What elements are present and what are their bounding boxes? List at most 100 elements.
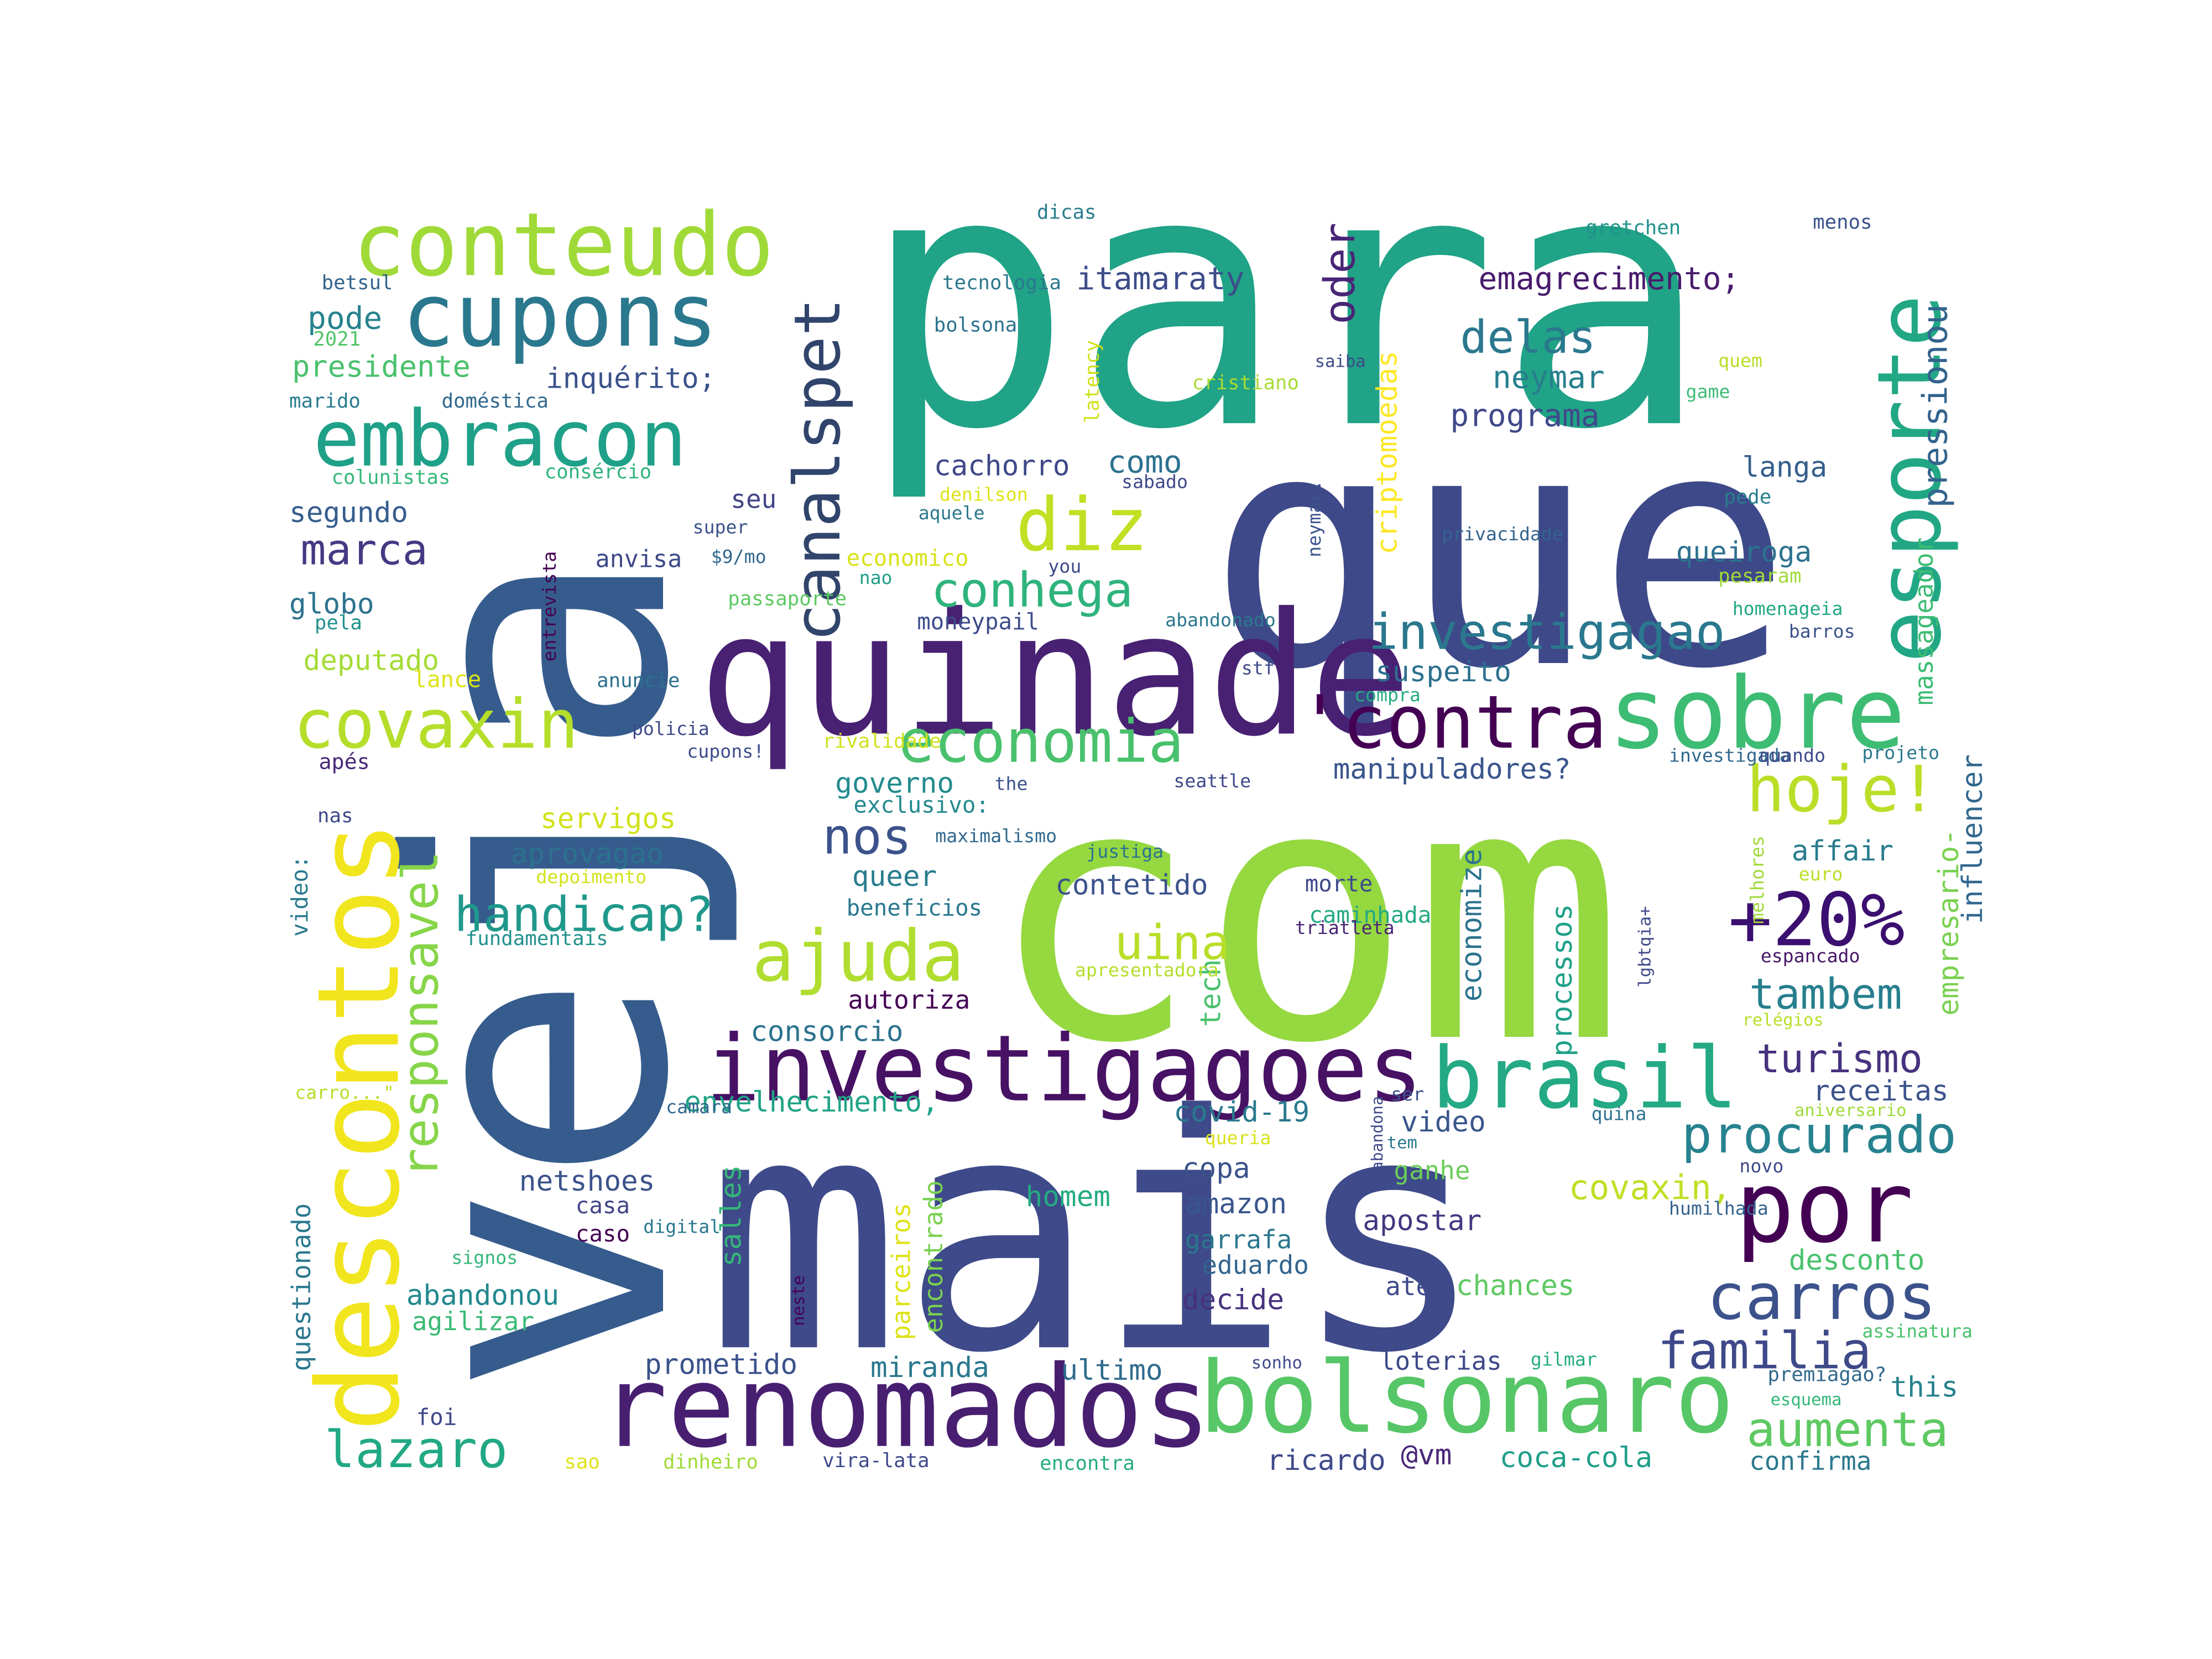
cloud-word: marido — [289, 390, 361, 413]
cloud-word: servigos — [540, 802, 676, 835]
cloud-word: processos — [1546, 904, 1579, 1056]
cloud-word: procurado — [1682, 1105, 1957, 1165]
cloud-word: responsavel — [392, 851, 450, 1178]
cloud-word: melhores — [1746, 836, 1768, 924]
cloud-word: covid-19 — [1173, 1096, 1310, 1129]
cloud-word: veja — [336, 547, 747, 1397]
cloud-word: compra — [1354, 684, 1421, 706]
cloud-word: relégios — [1743, 1011, 1824, 1030]
cloud-word: miranda — [870, 1352, 989, 1384]
cloud-word: handicap? — [454, 888, 714, 943]
cloud-word: vira-lata — [822, 1449, 929, 1472]
cloud-word: cupons — [402, 265, 718, 367]
cloud-word: homenageia — [1733, 598, 1843, 619]
cloud-word: queria — [1205, 1127, 1271, 1149]
cloud-word: $9/mo — [711, 546, 766, 567]
cloud-word: this — [1890, 1371, 1958, 1404]
cloud-word: ricardo — [1267, 1444, 1386, 1477]
cloud-word: quinade — [698, 577, 1412, 774]
cloud-word: entrevista — [539, 551, 560, 662]
cloud-word: familia — [1657, 1322, 1871, 1381]
cloud-word: depoimento — [536, 866, 646, 888]
cloud-word: loterias — [1380, 1346, 1502, 1376]
cloud-word: segundo — [289, 497, 408, 529]
cloud-word: turismo — [1756, 1036, 1923, 1082]
cloud-word: consércio — [545, 461, 651, 483]
cloud-word: tambem — [1749, 970, 1902, 1019]
cloud-word: suspeito — [1375, 656, 1511, 688]
cloud-word: lazaro — [325, 1420, 508, 1479]
cloud-word: covaxin, — [1569, 1168, 1732, 1207]
cloud-word: consorcio — [750, 1016, 903, 1048]
cloud-word: encontrado — [919, 1180, 948, 1333]
cloud-word: sonho — [1251, 1354, 1302, 1373]
cloud-word: gilmar — [1531, 1348, 1597, 1370]
cloud-word: diz — [1016, 483, 1149, 568]
cloud-word: dinheiro — [663, 1451, 758, 1474]
cloud-word: que — [1206, 362, 1792, 740]
cloud-word: moneypail — [917, 608, 1039, 635]
cloud-word: desconto — [1789, 1244, 1925, 1277]
cloud-word: carro..." — [295, 1082, 394, 1103]
cloud-word: esporte — [1859, 294, 1961, 663]
cloud-word: doméstica — [442, 390, 549, 413]
cloud-word: encontra — [1040, 1452, 1135, 1475]
cloud-word: apostar — [1363, 1205, 1481, 1238]
cloud-word: esquema — [1771, 1390, 1842, 1410]
cloud-word: para — [860, 96, 1710, 507]
cloud-word: aumenta — [1746, 1402, 1948, 1458]
cloud-word: video: — [286, 855, 313, 937]
cloud-word: camara — [666, 1096, 732, 1118]
cloud-word: questionado — [286, 1203, 316, 1371]
cloud-word: ser — [1391, 1083, 1424, 1105]
cloud-word: tech — [1195, 959, 1228, 1027]
cloud-word: apresentadora — [1075, 959, 1219, 980]
cloud-word: pesaram — [1718, 565, 1801, 588]
cloud-word: copa — [1182, 1152, 1250, 1185]
cloud-word: tem — [1387, 1134, 1417, 1153]
cloud-word: the — [995, 773, 1028, 795]
cloud-word: aquele — [919, 502, 985, 524]
cloud-word: mais — [706, 1046, 1487, 1424]
cloud-word: agilizar — [412, 1307, 534, 1337]
cloud-word: cupons! — [687, 740, 764, 762]
cloud-word: parceiros — [886, 1203, 916, 1340]
cloud-word: itamaraty — [1076, 261, 1244, 297]
cloud-word: bolsona — [934, 314, 1017, 337]
cloud-word: investigagao — [1369, 604, 1725, 661]
cloud-word: canalspet — [781, 298, 855, 642]
cloud-word: decide — [1182, 1284, 1284, 1316]
cloud-word: investigagoes — [706, 1016, 1423, 1123]
cloud-word: maximalismo — [935, 825, 1057, 847]
cloud-word: governo — [835, 768, 954, 800]
cloud-word: caso — [576, 1220, 630, 1247]
cloud-word: economia — [899, 708, 1184, 776]
cloud-word: economize — [1456, 849, 1489, 1001]
cloud-word: barros — [1789, 620, 1855, 642]
cloud-word: renomados — [599, 1342, 1211, 1473]
cloud-word: sao — [564, 1451, 599, 1474]
cloud-word: projeto — [1862, 742, 1939, 763]
cloud-word: uina — [1114, 916, 1230, 971]
cloud-word: foi — [416, 1404, 457, 1431]
cloud-word: eduardo — [1202, 1250, 1309, 1280]
cloud-word: manipuladores? — [1333, 753, 1571, 786]
cloud-word: policia — [632, 718, 709, 739]
cloud-word: espancado — [1761, 945, 1860, 967]
cloud-word: delas — [1460, 311, 1596, 364]
cloud-word: ganhe — [1394, 1156, 1470, 1186]
cloud-word: embracon — [313, 394, 687, 484]
cloud-word: assinatura — [1862, 1320, 1973, 1342]
cloud-word: justiga — [1086, 841, 1164, 862]
cloud-word: sobre — [1608, 656, 1906, 771]
cloud-word: langa — [1743, 451, 1828, 484]
cloud-word: neymar — [1493, 360, 1605, 396]
cloud-word: humilhada — [1669, 1197, 1768, 1219]
cloud-word: ajuda — [752, 916, 964, 998]
cloud-word: hoje! — [1746, 753, 1938, 827]
cloud-word: pede — [1724, 486, 1771, 509]
cloud-word: economico — [847, 545, 969, 571]
cloud-word: brasil — [1432, 1030, 1738, 1128]
cloud-word: game — [1686, 380, 1730, 402]
